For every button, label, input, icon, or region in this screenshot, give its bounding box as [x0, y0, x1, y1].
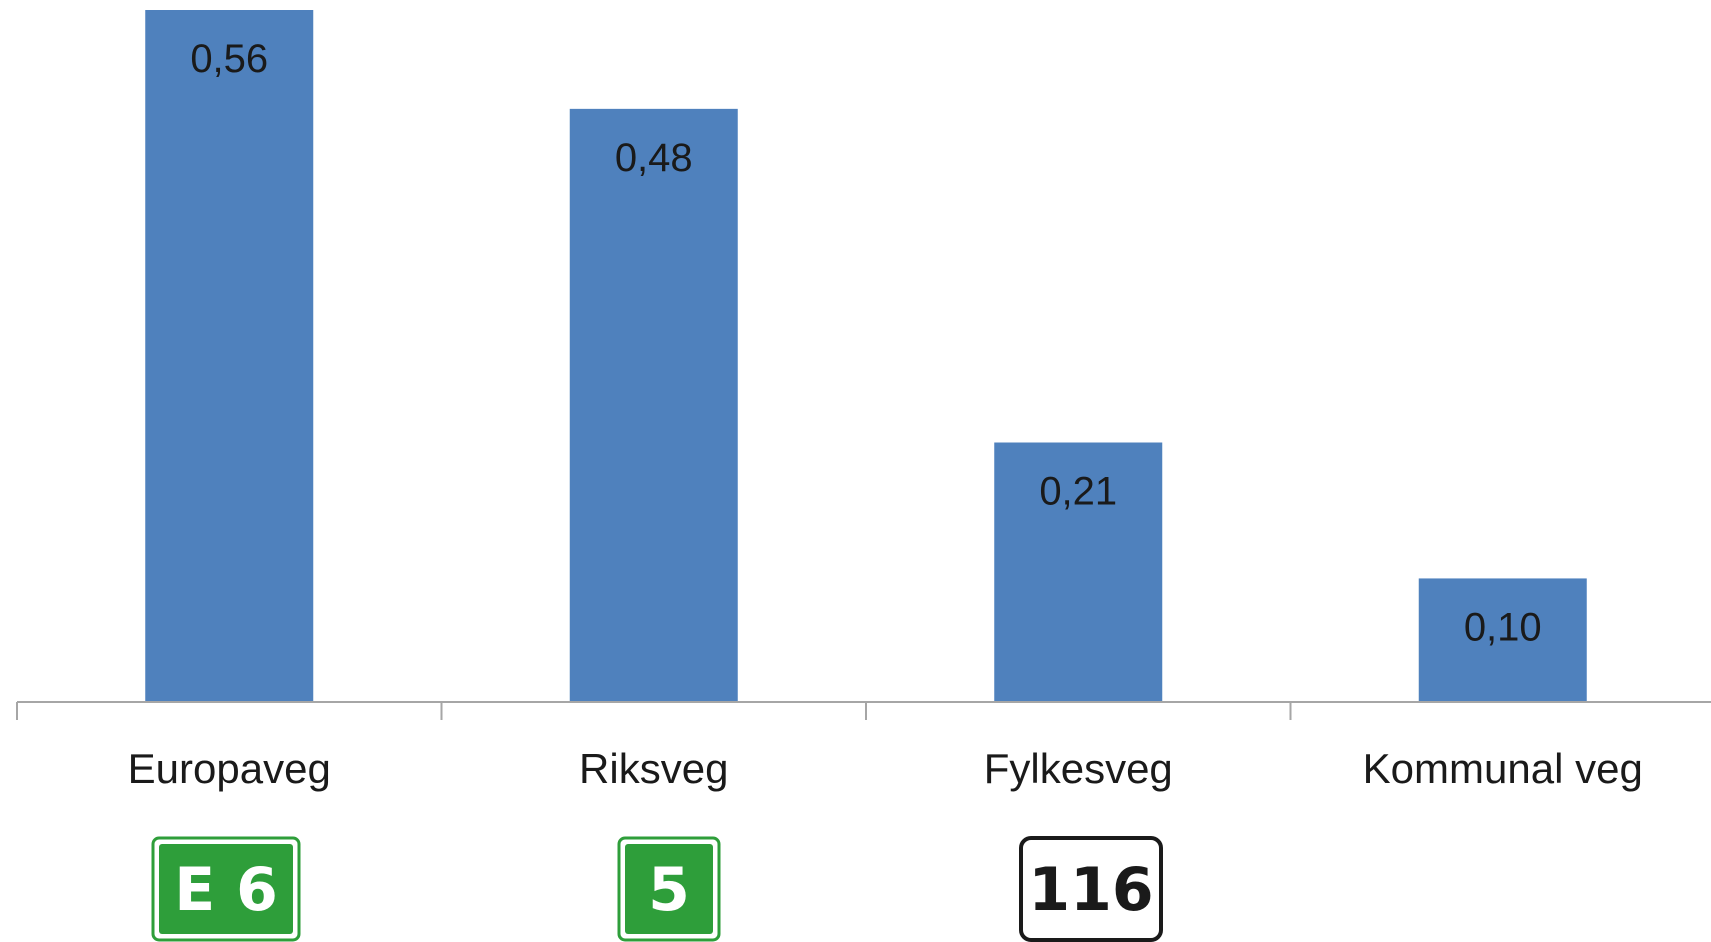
bar	[1418, 578, 1587, 702]
road-sign-text: 116	[1028, 855, 1153, 925]
bar	[145, 10, 314, 702]
bar-value-label: 0,10	[1464, 605, 1542, 649]
bars-group	[145, 10, 1587, 703]
road-sign-text: 5	[648, 855, 690, 925]
road-signs: E 6 5 116	[151, 836, 1163, 942]
road-sign: 5	[617, 836, 721, 942]
category-label: Riksveg	[579, 745, 728, 792]
category-label: Europaveg	[128, 745, 331, 792]
road-sign-panel	[625, 844, 713, 934]
road-sign-panel	[1019, 836, 1163, 942]
bar	[994, 442, 1163, 702]
road-sign-text: E 6	[174, 855, 278, 925]
bar-value-labels: 0,56 0,48 0,21 0,10	[190, 37, 1541, 649]
category-labels: Europaveg Riksveg Fylkesveg Kommunal veg	[128, 745, 1643, 792]
category-label: Fylkesveg	[984, 745, 1173, 792]
x-axis	[16, 701, 1711, 720]
road-sign: 116	[1019, 836, 1163, 942]
road-sign: E 6	[151, 836, 301, 942]
bar	[569, 108, 738, 703]
bar-value-label: 0,56	[190, 37, 268, 81]
category-label: Kommunal veg	[1363, 745, 1643, 792]
bar-value-label: 0,48	[615, 136, 693, 180]
bar-value-label: 0,21	[1039, 470, 1117, 514]
road-sign-panel	[159, 844, 293, 934]
